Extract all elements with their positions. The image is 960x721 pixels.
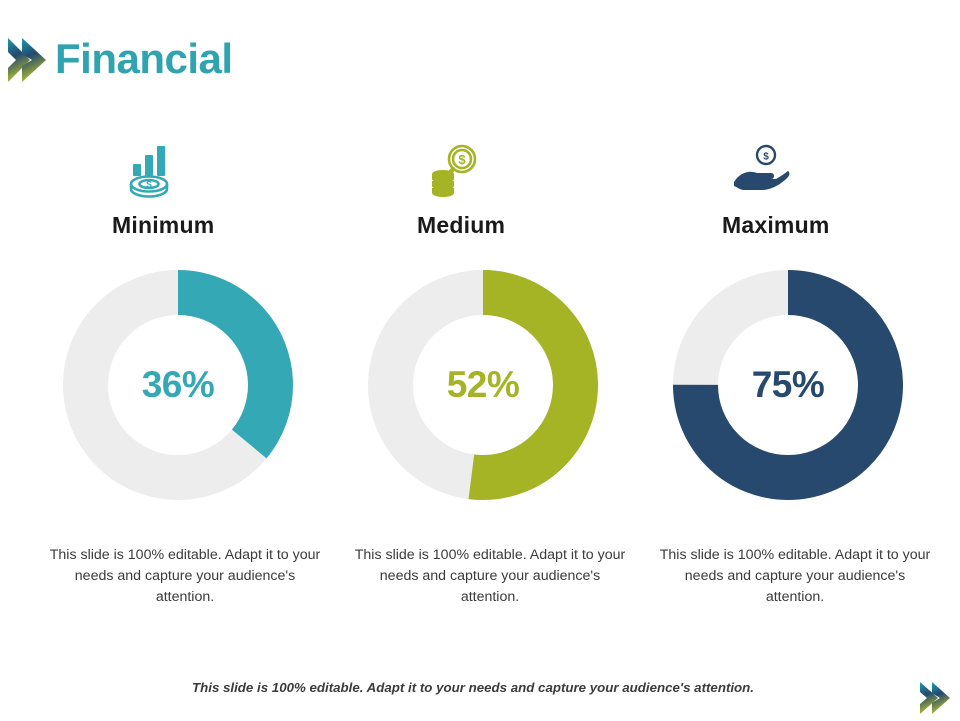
magnifier-dollar-coins-icon: $ xyxy=(420,140,492,202)
donut-chart-maximum: 75% xyxy=(673,270,903,500)
metrics-columns: S Minimum 36% This slide is 100% editabl… xyxy=(0,140,960,630)
chevron-right-gradient-icon xyxy=(920,680,960,716)
svg-text:$: $ xyxy=(763,152,769,163)
metric-column-medium: $ Medium 52% This slide is 100% edi xyxy=(345,140,635,630)
svg-text:S: S xyxy=(146,180,152,190)
coin-bar-chart-icon: S xyxy=(115,140,187,202)
slide-footer: This slide is 100% editable. Adapt it to… xyxy=(0,668,960,720)
metric-label: Medium xyxy=(417,212,506,238)
metric-description: This slide is 100% editable. Adapt it to… xyxy=(354,547,626,605)
metric-description: This slide is 100% editable. Adapt it to… xyxy=(659,547,931,605)
donut-percent-label: 52% xyxy=(446,364,520,405)
metric-label: Minimum xyxy=(112,212,215,238)
donut-chart-medium: 52% xyxy=(368,270,598,500)
svg-text:$: $ xyxy=(458,152,466,167)
donut-percent-label: 36% xyxy=(141,364,215,405)
slide-header: Financial xyxy=(0,26,960,92)
donut-chart-minimum: 36% xyxy=(63,270,293,500)
metric-label: Maximum xyxy=(722,212,830,238)
footer-note: This slide is 100% editable. Adapt it to… xyxy=(192,680,755,695)
page-title: Financial xyxy=(55,35,233,82)
metric-column-minimum: S Minimum 36% This slide is 100% editabl… xyxy=(40,140,330,630)
metric-column-maximum: $ Maximum 75% This slide is 100% editabl… xyxy=(650,140,940,630)
chevron-right-gradient-icon xyxy=(6,36,50,84)
donut-percent-label: 75% xyxy=(751,364,825,405)
hand-holding-coin-icon: $ xyxy=(725,140,797,202)
metric-description: This slide is 100% editable. Adapt it to… xyxy=(49,547,321,605)
